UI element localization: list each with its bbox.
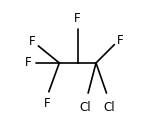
Text: Cl: Cl — [103, 101, 115, 114]
Text: F: F — [25, 56, 32, 69]
Text: F: F — [29, 35, 36, 48]
Text: F: F — [74, 12, 81, 25]
Text: Cl: Cl — [80, 101, 91, 114]
Text: F: F — [117, 34, 124, 47]
Text: F: F — [44, 97, 51, 110]
